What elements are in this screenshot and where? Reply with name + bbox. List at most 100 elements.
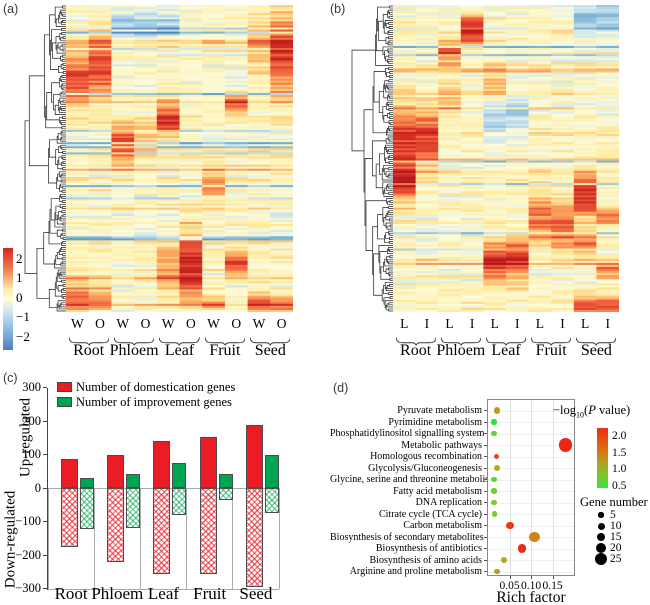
- condition-label: L: [400, 316, 409, 331]
- pvalue-color-scale: [597, 428, 608, 488]
- tissue-label: Root: [73, 342, 105, 359]
- condition-label: L: [445, 316, 454, 331]
- pathway-label: Fatty acid metabolism: [393, 485, 482, 497]
- y-axis-tick-label: 300: [22, 380, 41, 394]
- y-axis-tick: [43, 521, 47, 522]
- condition-label: I: [469, 316, 475, 331]
- group-separator: [139, 488, 141, 589]
- gene-number-dot: [595, 542, 607, 554]
- y-axis-tick: [483, 559, 487, 561]
- plot-bottom-border: [48, 588, 279, 590]
- bar-domestication-down: [107, 488, 125, 562]
- group-separator: [186, 488, 188, 589]
- pathway-label: Arginine and proline metabolism: [349, 566, 482, 577]
- x-axis-tick-label: 0.05: [499, 580, 520, 592]
- panel-c-label: (c): [3, 371, 18, 385]
- gene-number-value: 25: [610, 553, 622, 565]
- colorbar-tick: 1: [16, 270, 23, 285]
- bar-improvement-up: [264, 454, 279, 488]
- pair-brace: [158, 333, 201, 351]
- pair-brace: [395, 333, 437, 351]
- y-axis-tick: [483, 433, 487, 434]
- tissue-label: Leaf: [164, 342, 195, 359]
- condition-label: W: [161, 316, 175, 331]
- y-axis-tick: [483, 525, 487, 526]
- y-axis-tick-label: 0: [34, 480, 41, 495]
- tissue-label: Fruit: [209, 342, 241, 359]
- data-point: [493, 407, 501, 414]
- gene-number-value: 15: [610, 531, 622, 543]
- y-axis-tick: [483, 490, 487, 492]
- x-axis-tick: [552, 576, 554, 579]
- tissue-label: Seed: [580, 342, 612, 359]
- colorbar-tick: −1: [16, 309, 30, 324]
- bar-domestication-down: [245, 488, 263, 588]
- bar-domestication-down: [153, 488, 171, 575]
- y-axis-tick: [483, 410, 487, 411]
- y-axis-tick: [483, 467, 487, 469]
- legend-label-domestication: Number of domestication genes: [76, 380, 236, 394]
- data-point: [506, 521, 514, 530]
- heatmap-colorbar: [3, 248, 13, 350]
- y-axis-tick: [43, 554, 47, 556]
- pathway-label: Carbon metabolism: [403, 520, 482, 531]
- y-axis-tick: [43, 420, 47, 422]
- pathway-label: Citrate cycle (TCA cycle): [378, 508, 482, 520]
- x-axis-tick: [531, 576, 532, 579]
- group-separator: [278, 488, 280, 589]
- condition-label: W: [207, 316, 220, 331]
- y-axis-tick-label: −100: [15, 514, 41, 528]
- pathway-label: Pyrimidine metabolism: [388, 416, 482, 428]
- bar-improvement-up: [126, 473, 141, 488]
- row-dendrogram-b: [351, 5, 393, 312]
- pair-brace: [530, 333, 572, 351]
- data-point: [500, 556, 508, 564]
- condition-label: O: [231, 316, 242, 331]
- gene-number-dot: [598, 512, 604, 518]
- data-point: [529, 531, 541, 543]
- pathway-label: Glycolysis/Gluconeogenesis: [368, 462, 482, 474]
- condition-label: W: [116, 316, 130, 331]
- gene-number-value: 5: [610, 509, 616, 521]
- condition-label: W: [252, 316, 266, 331]
- pathway-label: Pyruvate metabolism: [397, 405, 482, 416]
- bar-improvement-up: [172, 463, 187, 488]
- category-label: Phloem: [91, 584, 144, 603]
- bar-improvement-down: [218, 488, 233, 500]
- data-point: [491, 499, 497, 506]
- bar-domestication-up: [199, 437, 217, 488]
- y-axis-tick-label: 100: [22, 447, 41, 461]
- pair-brace: [204, 333, 246, 351]
- gene-number-value: 20: [610, 542, 622, 554]
- pair-brace: [249, 333, 291, 351]
- x-axis-tick-label: 0.15: [542, 580, 563, 592]
- y-axis-tick: [43, 487, 47, 489]
- tissue-label: Leaf: [491, 342, 521, 359]
- bar-domestication-up: [245, 425, 263, 488]
- data-point: [491, 419, 497, 425]
- y-axis-tick: [43, 387, 47, 388]
- data-point: [558, 438, 573, 452]
- legend-swatch-improvement: [57, 397, 72, 407]
- bar-domestication-down: [199, 488, 217, 575]
- bar-domestication-up: [107, 454, 125, 488]
- pathway-label: Biosynthesis of secondary metabolites: [330, 531, 484, 543]
- group-separator: [93, 488, 95, 589]
- pvalue-scale-tick: 0.5: [612, 479, 627, 492]
- y-axis-tick: [483, 502, 487, 503]
- colorbar-tick: 0: [16, 289, 23, 305]
- y-axis-tick: [483, 444, 487, 446]
- pathway-label: Metabolic pathways: [401, 439, 482, 451]
- size-legend-title: Gene number: [580, 495, 648, 509]
- condition-label: L: [535, 316, 545, 331]
- condition-label: O: [185, 316, 196, 331]
- condition-label: I: [515, 316, 520, 331]
- category-label: Seed: [239, 584, 273, 603]
- condition-label: W: [70, 316, 84, 331]
- y-axis-tick-label: 200: [22, 413, 41, 428]
- category-label: Leaf: [147, 584, 180, 603]
- gene-number-dot: [594, 552, 608, 566]
